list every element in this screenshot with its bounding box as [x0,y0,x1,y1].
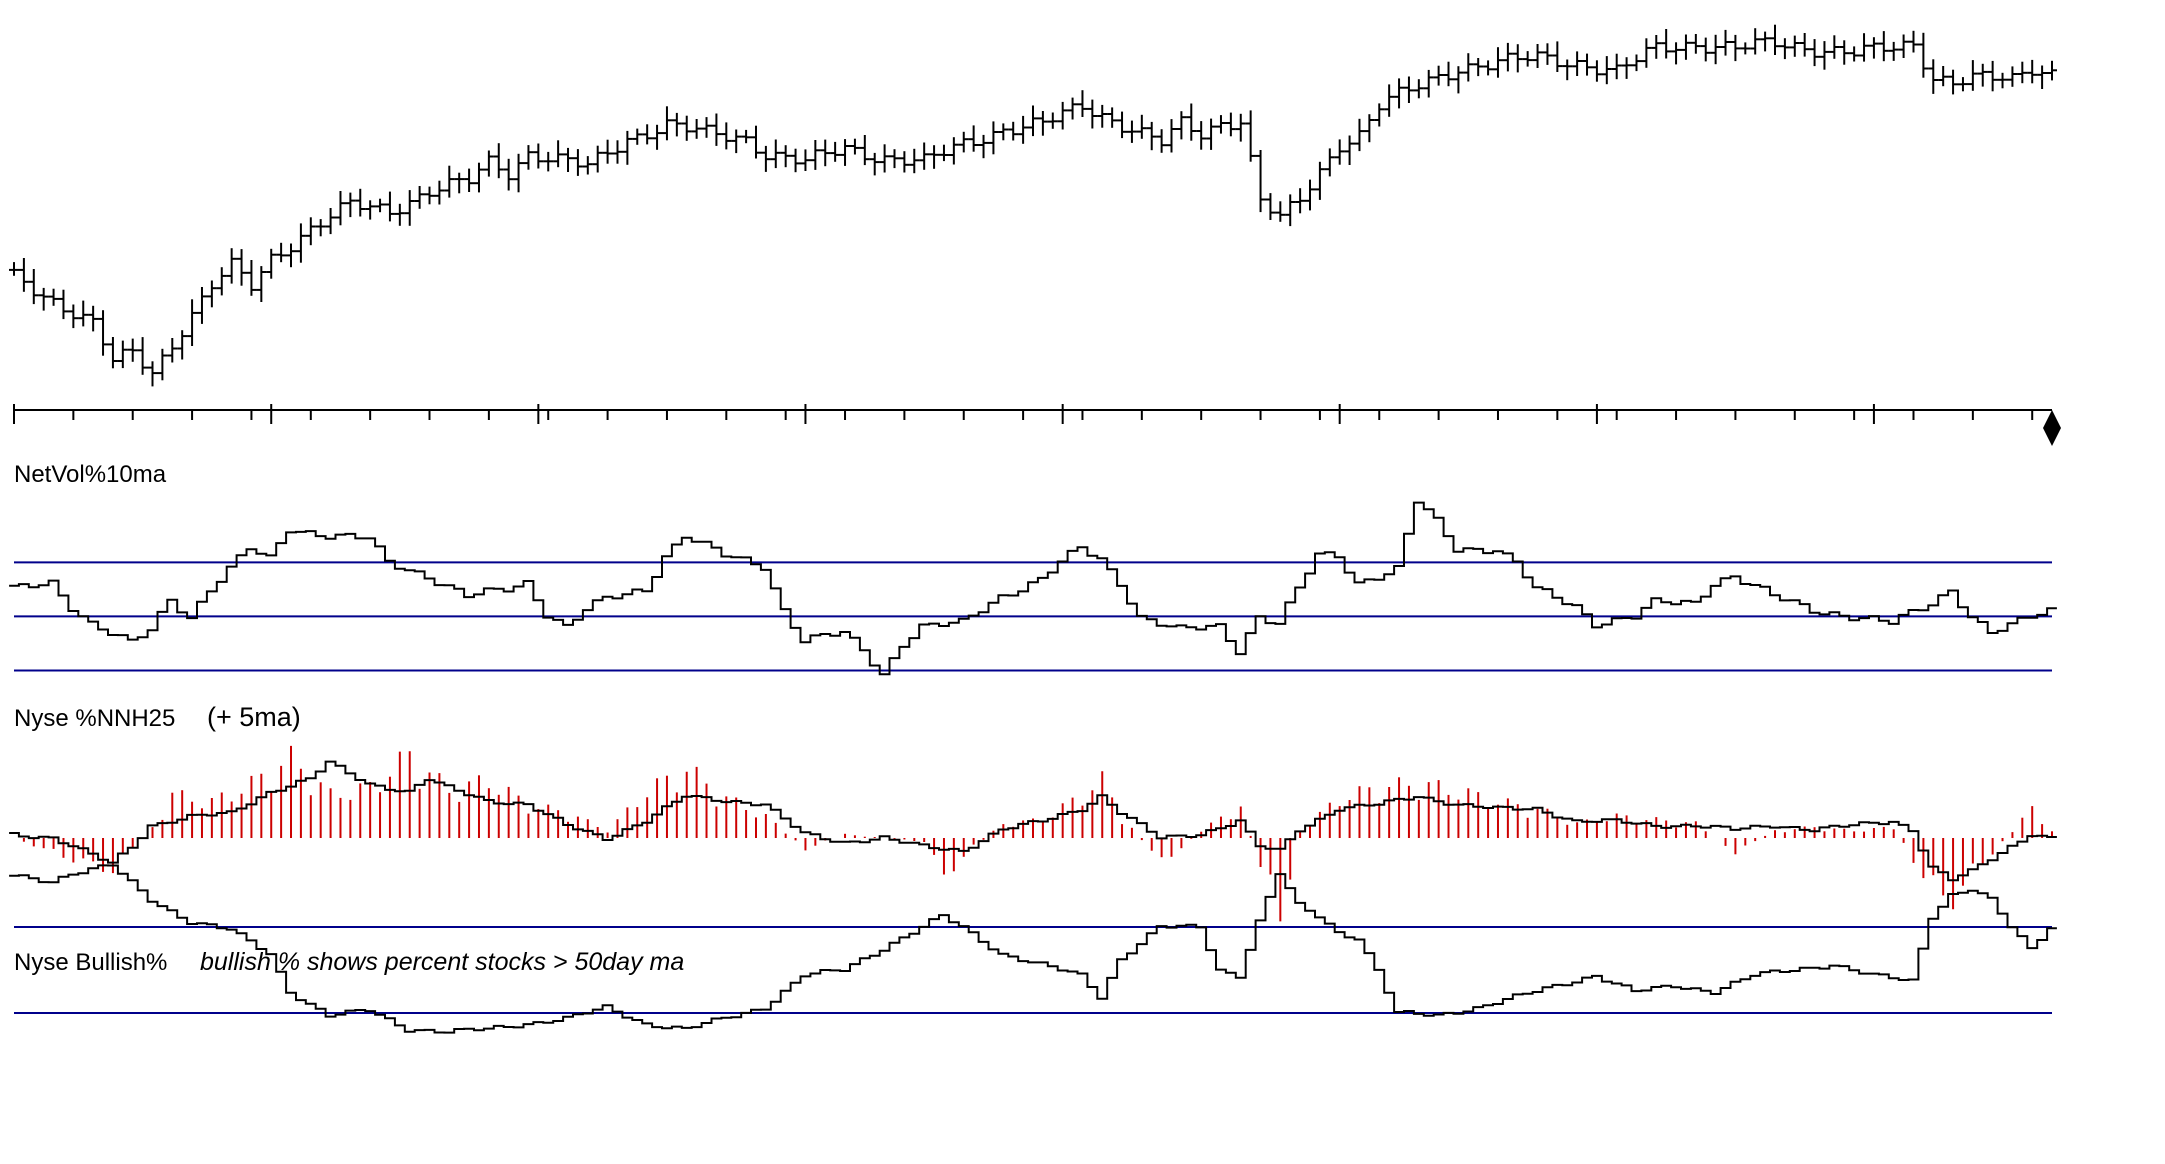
nnh-title: Nyse %NNH25 [14,705,175,732]
netvol-title: NetVol%10ma [14,461,167,488]
nnh-panel [9,745,2057,922]
price-panel [9,24,2057,387]
month-axis [13,404,2061,446]
netvol-panel [9,501,2057,676]
panel-titles: NetVol%10ma Nyse %NNH25 (+ 5ma) Nyse Bul… [14,461,684,976]
bullish-subtitle: bullish % shows percent stocks > 50day m… [200,948,684,976]
bullish-line [9,864,2057,1034]
bullish-panel [9,864,2057,1034]
netvol-line [9,501,2057,676]
nnh-ma-line [9,760,2057,882]
nnh-subtitle: (+ 5ma) [207,702,301,732]
axis-end-marker [2043,410,2061,446]
bullish-title: Nyse Bullish% [14,949,167,976]
